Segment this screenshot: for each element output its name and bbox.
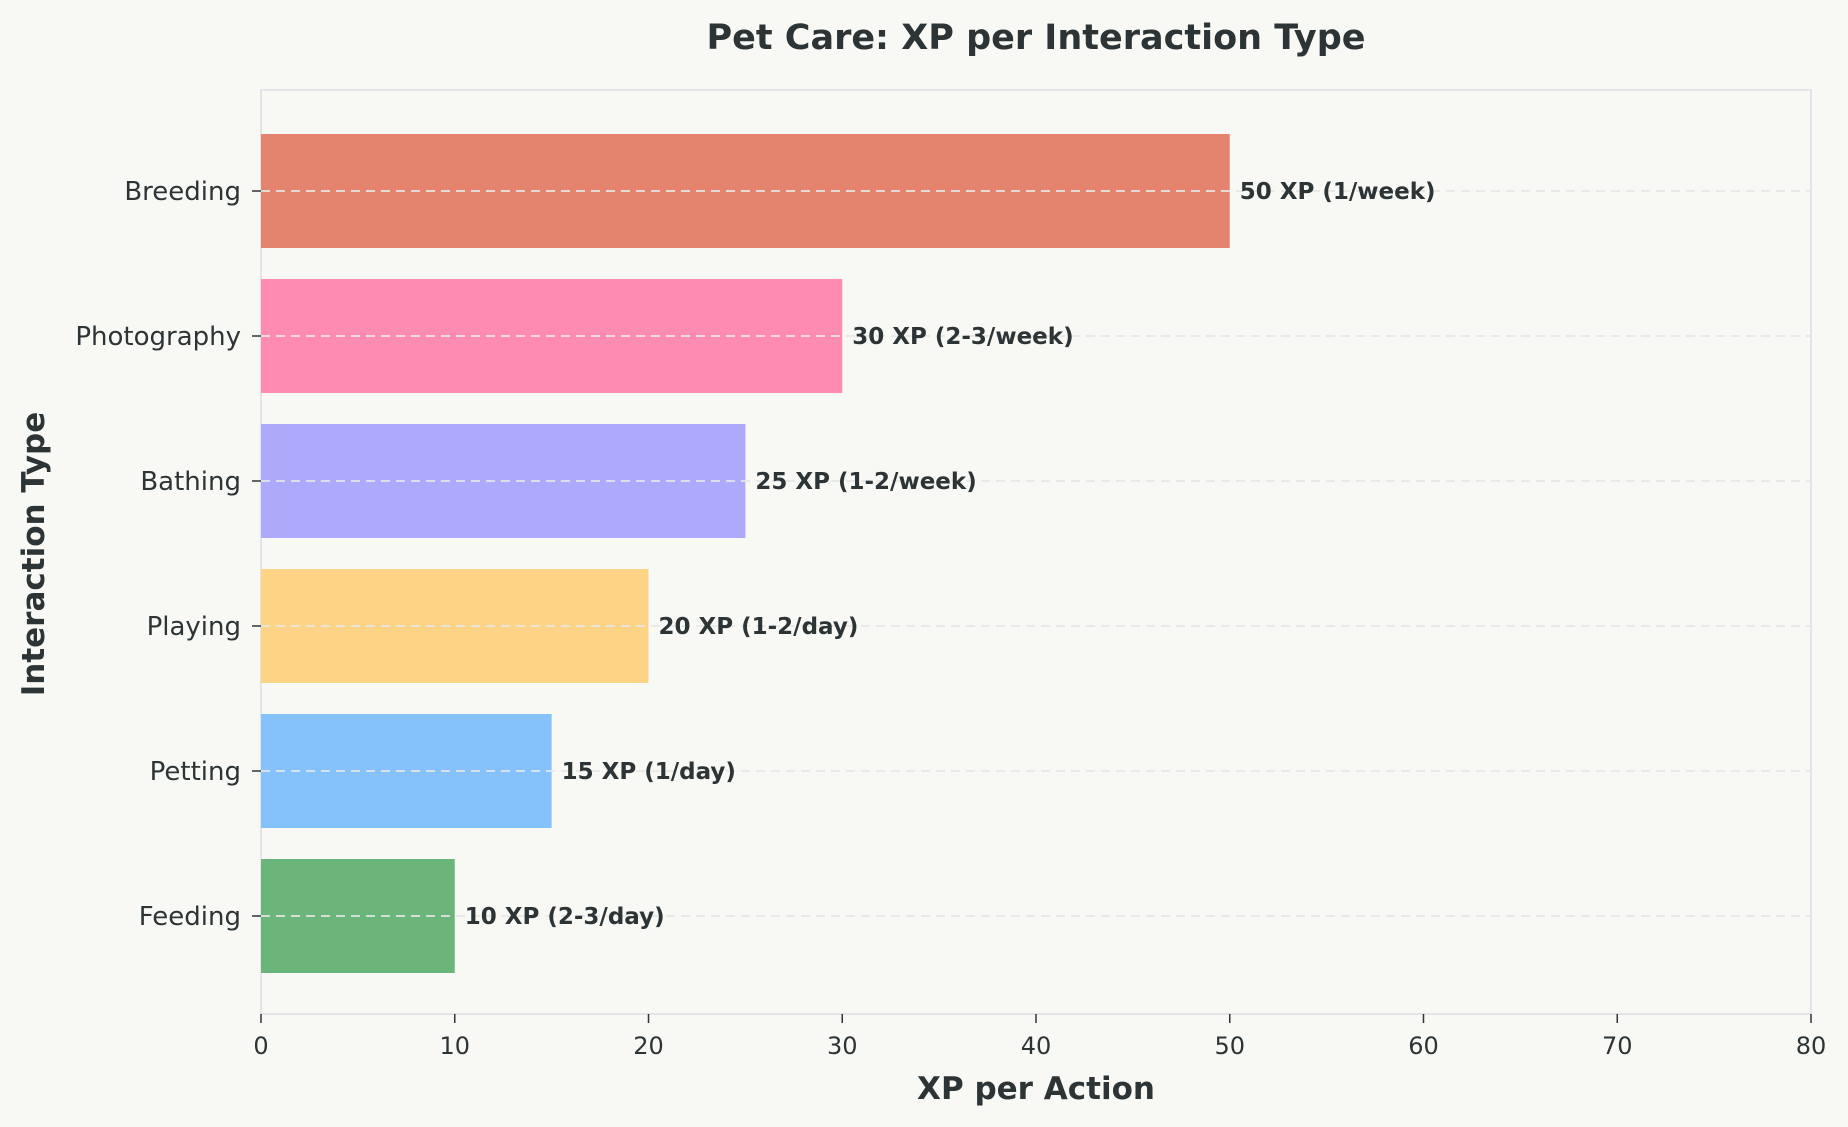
x-tick-label: 0 — [253, 1032, 268, 1060]
chart-title: Pet Care: XP per Interaction Type — [706, 18, 1365, 58]
x-tick-label: 70 — [1602, 1032, 1633, 1060]
y-tick-label: Petting — [150, 757, 241, 787]
gridlines — [261, 190, 1811, 917]
y-tick-label: Bathing — [140, 467, 241, 497]
x-tick-label: 80 — [1796, 1032, 1827, 1060]
bar-playing — [261, 569, 649, 683]
y-axis-label: Interaction Type — [16, 412, 52, 697]
x-axis-label: XP per Action — [917, 1071, 1155, 1107]
x-tick-label: 10 — [439, 1032, 470, 1060]
data-labels: 10 XP (2-3/day) 15 XP (1/day) 20 XP (1-2/d… — [465, 179, 1436, 930]
y-tick-label: Breeding — [124, 177, 241, 207]
x-tick-label: 40 — [1021, 1032, 1052, 1060]
y-tick-label: Photography — [75, 322, 241, 352]
data-label: 20 XP (1-2/day) — [659, 614, 859, 640]
data-label: 15 XP (1/day) — [562, 759, 736, 785]
data-label: 25 XP (1-2/week) — [755, 469, 976, 495]
x-axis: 0 10 20 30 40 50 60 70 80 — [253, 1014, 1826, 1060]
y-axis: Feeding Petting Playing Bathing Photography B… — [75, 177, 261, 932]
data-label: 30 XP (2-3/week) — [852, 324, 1073, 350]
x-tick-label: 20 — [633, 1032, 664, 1060]
x-tick-label: 60 — [1408, 1032, 1439, 1060]
x-tick-label: 50 — [1214, 1032, 1245, 1060]
bars — [261, 134, 1230, 973]
x-tick-label: 30 — [827, 1032, 858, 1060]
data-label: 50 XP (1/week) — [1240, 179, 1436, 205]
y-tick-label: Feeding — [139, 902, 241, 932]
data-label: 10 XP (2-3/day) — [465, 904, 665, 930]
y-tick-label: Playing — [147, 612, 241, 642]
